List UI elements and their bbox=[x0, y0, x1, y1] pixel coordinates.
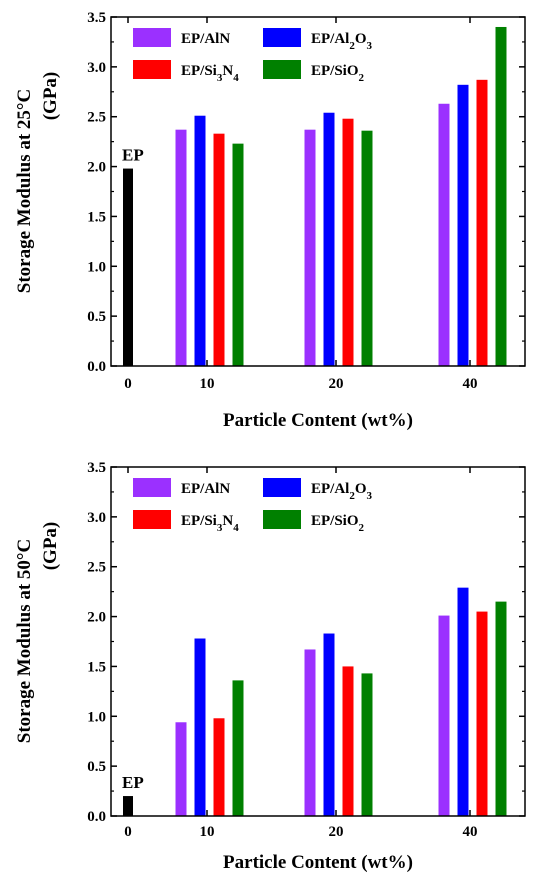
legend-swatch bbox=[133, 60, 171, 79]
bar-ep-0 bbox=[123, 168, 133, 366]
legend-label: EP/AlN bbox=[181, 31, 230, 47]
bar-epsi3n4-40 bbox=[476, 79, 488, 366]
y-tick-label: 2.5 bbox=[87, 110, 106, 126]
bar-epal2o3-10 bbox=[194, 638, 206, 816]
bar-epal2o3-20 bbox=[323, 112, 335, 367]
y-tick-label: 1.0 bbox=[87, 709, 106, 725]
bar-epsio2-10 bbox=[232, 680, 244, 816]
y-axis-unit: (GPa) bbox=[40, 72, 61, 121]
ep-data-label: EP bbox=[122, 146, 144, 165]
x-tick-label: 0 bbox=[124, 824, 132, 840]
legend-label: EP/Al2O3 bbox=[311, 481, 373, 502]
x-tick-label: 20 bbox=[329, 824, 344, 840]
legend: EP/AlN EP/Al2O3 EP/Si3N4 EP/SiO2 bbox=[133, 478, 373, 534]
chart-panel-1: EP 0.0 0.5 1.0 1.5 2.0 2.5 3.0 3.5 0 10 20 40 Particl… bbox=[14, 10, 526, 431]
y-tick-label: 0.5 bbox=[87, 759, 106, 775]
y-tick-label: 3.5 bbox=[87, 10, 106, 26]
x-axis-label: Particle Content (wt%) bbox=[223, 410, 413, 431]
legend-label: EP/SiO2 bbox=[311, 63, 365, 84]
x-tick-label: 40 bbox=[463, 824, 478, 840]
y-tick-label: 2.0 bbox=[87, 610, 106, 626]
bar-epsi3n4-10 bbox=[213, 718, 225, 816]
bar-epsi3n4-10 bbox=[213, 133, 225, 366]
y-tick-label: 2.0 bbox=[87, 160, 106, 176]
x-axis-label: Particle Content (wt%) bbox=[223, 852, 413, 873]
y-tick-label: 0.0 bbox=[87, 809, 106, 825]
ep-data-label: EP bbox=[122, 773, 144, 792]
bar-epsio2-20 bbox=[361, 130, 373, 366]
legend: EP/AlN EP/Al2O3 EP/Si3N4 EP/SiO2 bbox=[133, 28, 373, 84]
bar-epsio2-10 bbox=[232, 143, 244, 366]
legend-label: EP/SiO2 bbox=[311, 513, 365, 534]
bar-epsio2-40 bbox=[495, 601, 507, 816]
x-tick-label: 10 bbox=[200, 376, 215, 392]
bar-epsi3n4-20 bbox=[342, 118, 354, 366]
legend-swatch bbox=[133, 28, 171, 47]
y-tick-label: 1.5 bbox=[87, 209, 106, 225]
bar-epaln-20 bbox=[304, 649, 316, 816]
bar-epaln-10 bbox=[175, 129, 187, 366]
y-tick-label: 0.5 bbox=[87, 309, 106, 325]
bar-ep-0 bbox=[123, 796, 133, 816]
x-tick-label: 20 bbox=[329, 376, 344, 392]
y-axis-unit: (GPa) bbox=[40, 522, 61, 571]
x-tick-label: 10 bbox=[200, 824, 215, 840]
y-axis-label: Storage Modulus at 25°C bbox=[14, 89, 35, 293]
x-tick-label: 0 bbox=[124, 376, 132, 392]
legend-swatch bbox=[263, 478, 301, 497]
legend-swatch bbox=[263, 28, 301, 47]
bar-epsio2-20 bbox=[361, 673, 373, 816]
bar-epal2o3-20 bbox=[323, 633, 335, 816]
y-tick-label: 3.0 bbox=[87, 510, 106, 526]
y-tick-label: 1.0 bbox=[87, 259, 106, 275]
y-tick-label: 3.0 bbox=[87, 60, 106, 76]
bar-epal2o3-40 bbox=[457, 587, 469, 816]
y-tick-label: 2.5 bbox=[87, 560, 106, 576]
bar-epsi3n4-40 bbox=[476, 611, 488, 816]
legend-swatch bbox=[263, 510, 301, 529]
chart-panel-2: EP 0.0 0.5 1.0 1.5 2.0 2.5 3.0 3.5 0 10 20 40 Particl… bbox=[14, 460, 526, 873]
legend-label: EP/Si3N4 bbox=[181, 513, 239, 534]
y-tick-label: 0.0 bbox=[87, 359, 106, 375]
bar-epaln-40 bbox=[438, 615, 450, 816]
bar-epaln-20 bbox=[304, 129, 316, 366]
legend-label: EP/Si3N4 bbox=[181, 63, 239, 84]
legend-swatch bbox=[133, 478, 171, 497]
legend-label: EP/AlN bbox=[181, 481, 230, 497]
y-axis-label: Storage Modulus at 50°C bbox=[14, 539, 35, 743]
x-tick-label: 40 bbox=[463, 376, 478, 392]
bar-epsi3n4-20 bbox=[342, 666, 354, 816]
bar-epsio2-40 bbox=[495, 26, 507, 366]
legend-label: EP/Al2O3 bbox=[311, 31, 373, 52]
legend-swatch bbox=[263, 60, 301, 79]
y-tick-label: 1.5 bbox=[87, 659, 106, 675]
bar-epaln-40 bbox=[438, 103, 450, 366]
bar-epal2o3-10 bbox=[194, 115, 206, 367]
legend-swatch bbox=[133, 510, 171, 529]
bar-epaln-10 bbox=[175, 722, 187, 816]
bar-epal2o3-40 bbox=[457, 84, 469, 366]
y-tick-label: 3.5 bbox=[87, 460, 106, 476]
